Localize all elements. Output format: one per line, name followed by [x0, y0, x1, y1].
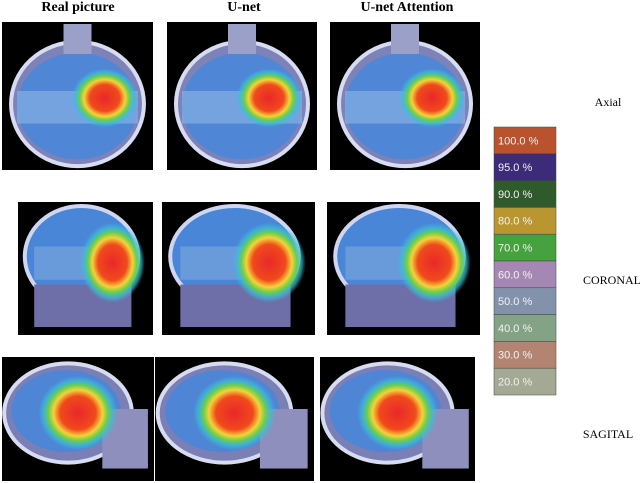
legend-label: 100.0 % — [498, 135, 539, 147]
scan-image — [155, 357, 314, 481]
scan-image — [320, 357, 475, 481]
legend-label: 95.0 % — [498, 162, 532, 174]
legend-swatch — [493, 180, 557, 208]
scan-image — [327, 202, 480, 335]
orbit — [228, 24, 256, 54]
column-header: Real picture — [41, 0, 114, 15]
legend-label: 20.0 % — [498, 377, 532, 389]
dose-region — [193, 375, 276, 451]
legend-label: 60.0 % — [498, 269, 532, 281]
dose-region — [71, 68, 138, 128]
legend-swatch — [493, 287, 557, 315]
scan-image — [162, 202, 315, 335]
dose-region — [397, 222, 471, 303]
orbit — [391, 24, 419, 54]
legend-label: 50.0 % — [498, 296, 532, 308]
row-label: Axial — [595, 95, 622, 109]
legend-swatch — [493, 341, 557, 369]
legend-swatch — [493, 233, 557, 262]
dose-region — [80, 222, 145, 303]
legend-swatch — [493, 207, 557, 235]
legend-swatch — [493, 153, 557, 181]
legend-label: 70.0 % — [498, 243, 532, 255]
dose-region — [236, 68, 302, 128]
row-label: CORONAL — [583, 273, 640, 287]
row-label: SAGITAL — [583, 427, 633, 441]
legend-label: 30.0 % — [498, 350, 532, 362]
dose-region — [232, 222, 306, 303]
dose-region — [399, 68, 465, 128]
scan-image — [18, 202, 153, 335]
image-grid — [2, 22, 480, 481]
scan-image — [167, 22, 317, 170]
legend-swatch — [493, 367, 557, 396]
dose-region — [357, 375, 438, 451]
legend-swatch — [493, 260, 557, 289]
scan-image — [2, 22, 153, 170]
legend-label: 90.0 % — [498, 189, 532, 201]
orbit — [63, 24, 92, 54]
scan-image — [330, 22, 480, 170]
legend-label: 80.0 % — [498, 216, 532, 228]
column-header: U-net Attention — [361, 0, 454, 15]
legend-swatch — [493, 314, 557, 342]
scan-image — [2, 357, 154, 481]
legend-label: 40.0 % — [498, 323, 532, 335]
legend: 100.0 % 95.0 % 90.0 % 80.0 % 70.0 % 60.0 % 50.… — [493, 126, 557, 396]
column-header: U-net — [227, 0, 261, 15]
legend-swatch — [493, 126, 557, 155]
dose-region — [38, 375, 118, 451]
